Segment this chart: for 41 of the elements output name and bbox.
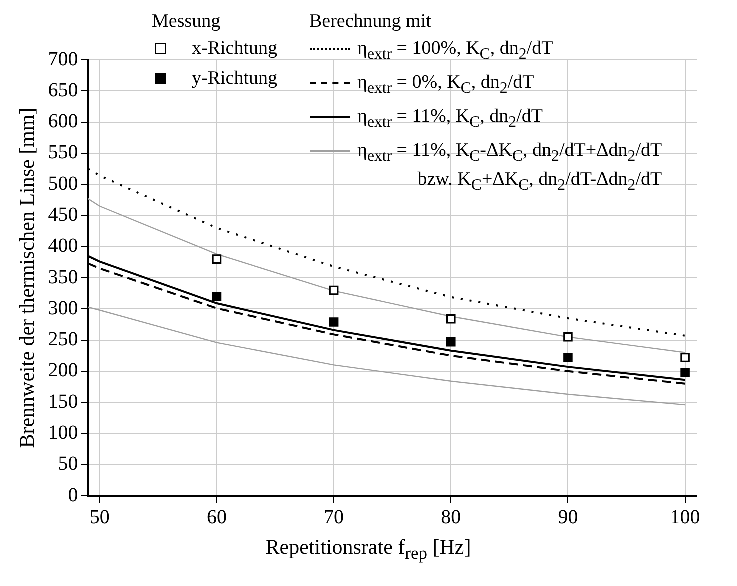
y-tick-label: 400 <box>48 235 78 258</box>
y-tick-label: 50 <box>58 453 78 476</box>
y-tick-label: 150 <box>48 390 78 413</box>
y-tick-label: 500 <box>48 172 78 195</box>
y-tick-label: 250 <box>48 328 78 351</box>
y-tick-label: 0 <box>68 484 78 506</box>
text: Berechnung mit <box>310 10 432 33</box>
point <box>564 353 573 362</box>
x-tick-label: 90 <box>558 506 578 528</box>
point <box>446 314 456 324</box>
x-tick-label: 70 <box>324 506 344 528</box>
y-axis-title: Brennweite der thermischen Linse [mm] <box>15 108 40 448</box>
point <box>446 338 456 347</box>
point <box>329 286 339 296</box>
point <box>329 318 339 327</box>
legend-label: y-Richtung <box>192 66 278 90</box>
legend-label: η$_{extr}$ = 100%, K$_{C}$, dn$_{2}$/dT <box>358 37 554 65</box>
y-tick-label: 700 <box>48 48 78 70</box>
y-tick-label: 300 <box>48 297 78 320</box>
legend-label: x-Richtung <box>192 36 278 60</box>
y-tick-label: 550 <box>48 142 78 164</box>
point <box>212 292 222 302</box>
x-axis-title: Repetitionsrate f$_{rep}$ [Hz] <box>264 535 472 566</box>
x-tick-label: 50 <box>90 506 110 528</box>
y-tick-label: 450 <box>48 204 78 226</box>
legend-label: η$_{extr}$ = 0%, K$_{C}$, dn$_{2}$/dT <box>358 71 534 99</box>
legend-title: Messung <box>151 10 222 33</box>
legend-label: η$_{extr}$ = 11%, K$_{C}$, dn$_{2}$/dT <box>358 105 543 133</box>
text: η$_{extr}$ = 11%, K$_{C}$-ΔK$_{C}$, dn$_{2}$/dT+Δdn$_{2}$/dT bzw. K$_{C}$+ΔK$_{C}$, dn$_{2}$/dT-Δdn$_{2}$/dT <box>358 140 662 194</box>
point <box>212 254 222 264</box>
x-tick-label: 100 <box>670 506 700 528</box>
y-tick-label: 600 <box>48 110 78 133</box>
point <box>564 332 573 342</box>
y-tick-label: 100 <box>48 422 78 444</box>
point <box>680 353 690 362</box>
x-tick-label: 80 <box>441 506 462 528</box>
y-tick-label: 650 <box>48 79 78 102</box>
y-tick-label: 200 <box>48 360 78 382</box>
x-tick-label: 60 <box>206 506 227 528</box>
y-tick-label: 350 <box>48 266 78 288</box>
point <box>680 368 690 378</box>
